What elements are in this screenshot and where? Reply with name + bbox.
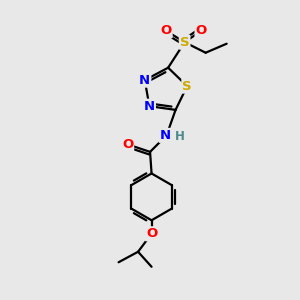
Text: O: O xyxy=(196,24,207,37)
Text: S: S xyxy=(180,36,189,49)
Text: N: N xyxy=(139,74,150,87)
Text: N: N xyxy=(160,129,171,142)
Text: H: H xyxy=(175,130,185,143)
Text: O: O xyxy=(122,138,133,151)
Text: O: O xyxy=(146,227,157,240)
Text: N: N xyxy=(144,100,155,113)
Text: O: O xyxy=(160,24,172,37)
Text: S: S xyxy=(182,80,192,93)
